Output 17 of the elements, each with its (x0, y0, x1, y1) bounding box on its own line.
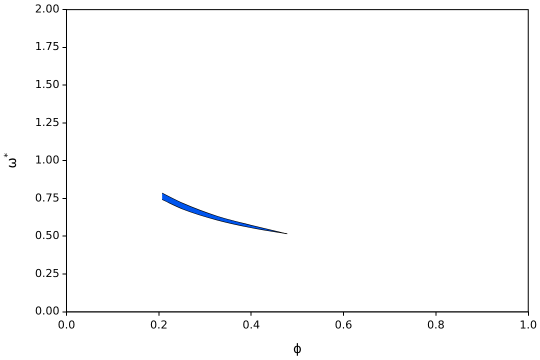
y-tick-label: 0.25 (34, 266, 60, 280)
y-tick-label: 0.00 (34, 304, 60, 318)
y-tick-label: 1.00 (34, 154, 60, 167)
y-tick-label: 0.75 (34, 191, 60, 204)
x-axis-title: ϕ (293, 342, 302, 358)
x-tick-label: 0.2 (150, 318, 168, 332)
y-axis-title: ω* (3, 152, 20, 168)
y-tick-label: 1.25 (34, 116, 60, 129)
x-tick-label: 0.6 (334, 318, 352, 332)
y-tick-label: 1.75 (34, 40, 60, 54)
y-tick-label: 2.00 (34, 2, 60, 16)
y-tick-label: 0.50 (34, 229, 60, 242)
x-tick-label: 0.0 (58, 318, 76, 332)
x-tick-label: 0.8 (427, 318, 445, 332)
x-tick-label: 0.4 (242, 318, 260, 332)
y-tick-label: 1.50 (34, 78, 60, 92)
x-tick-label: 1.0 (520, 318, 538, 332)
